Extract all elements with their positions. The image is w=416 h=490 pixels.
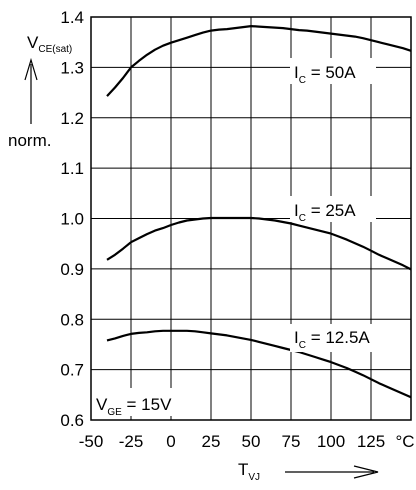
x-tick-label: 125	[357, 432, 385, 451]
y-axis-norm-label: norm.	[8, 131, 51, 150]
y-tick-label: 1.1	[60, 159, 84, 178]
y-axis-label: VCE(sat)	[27, 33, 72, 55]
tick-labels: -50 -25 0 25 50 75 100 125 °C 0.6 0.7 0.8 0.9 1.0 1.1 1…	[60, 8, 414, 451]
series-labels: IC = 50A IC = 25A IC = 12.5A	[290, 58, 394, 352]
y-tick-label: 0.8	[60, 310, 84, 329]
x-tick-label: 75	[282, 432, 301, 451]
y-tick-label: 1.2	[60, 109, 84, 128]
x-axis-label: TVJ	[238, 460, 260, 483]
series-label-50a: IC = 50A	[294, 63, 356, 86]
vge-annotation-bg	[93, 388, 203, 416]
vge-annotation: VGE = 15V	[96, 395, 172, 418]
y-tick-label: 1.0	[60, 210, 84, 229]
x-unit-label: °C	[395, 432, 414, 451]
x-tick-label: 50	[242, 432, 261, 451]
y-tick-label: 1.3	[60, 58, 84, 77]
plot-frame	[90, 16, 412, 421]
y-tick-label: 1.4	[60, 8, 84, 27]
y-tick-label: 0.9	[60, 260, 84, 279]
series-label-25a: IC = 25A	[294, 201, 356, 224]
series-line-50a	[106, 25, 412, 97]
x-axis-arrow	[285, 465, 379, 479]
x-tick-label: 0	[166, 432, 175, 451]
series-line-12-5a	[106, 329, 412, 399]
x-tick-label: -25	[119, 432, 144, 451]
x-tick-label: 100	[317, 432, 345, 451]
x-tick-label: -50	[79, 432, 104, 451]
series-line-25a	[106, 216, 412, 271]
series-label-12-5a: IC = 12.5A	[294, 328, 370, 351]
series-group	[106, 25, 412, 399]
y-axis-arrow	[24, 57, 38, 124]
y-tick-label: 0.6	[60, 411, 84, 430]
x-tick-label: 25	[202, 432, 221, 451]
y-tick-label: 0.7	[60, 361, 84, 380]
